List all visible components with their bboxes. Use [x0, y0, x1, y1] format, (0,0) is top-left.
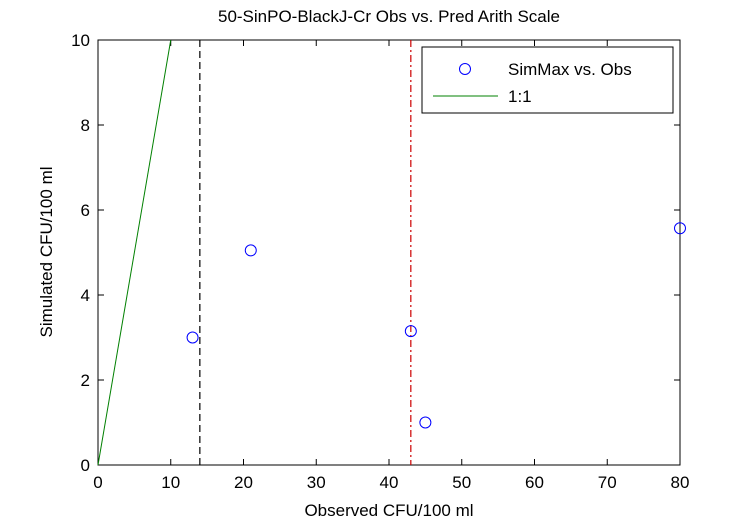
chart-title: 50-SinPO-BlackJ-Cr Obs vs. Pred Arith Sc…	[218, 7, 560, 26]
reference-lines	[199, 40, 412, 465]
x-tick-label: 0	[93, 473, 102, 492]
data-point	[404, 325, 417, 338]
x-axis-label: Observed CFU/100 ml	[304, 501, 473, 520]
legend-label-one-to-one: 1:1	[508, 87, 532, 106]
legend-marker-simmax	[459, 63, 471, 75]
x-tick-label: 30	[307, 473, 326, 492]
x-tick-label: 80	[671, 473, 690, 492]
y-tick-label: 2	[81, 371, 90, 390]
series-layer	[97, 39, 686, 466]
series-line-one-to-one	[97, 39, 172, 466]
y-tick-label: 8	[81, 116, 90, 135]
x-tick-label: 10	[161, 473, 180, 492]
y-tick-label: 4	[81, 286, 90, 305]
data-point	[244, 244, 257, 257]
y-tick-label: 10	[71, 31, 90, 50]
x-tick-label: 20	[234, 473, 253, 492]
x-axis-ticks: 0 10 20 30 40 50 60 70 80	[93, 40, 689, 492]
y-axis-ticks: 0 2 4 6 8 10	[71, 31, 680, 475]
data-point	[674, 222, 686, 235]
legend-label-simmax: SimMax vs. Obs	[508, 60, 632, 79]
x-tick-label: 50	[452, 473, 471, 492]
legend-box	[421, 46, 674, 114]
x-tick-label: 40	[380, 473, 399, 492]
y-tick-label: 6	[81, 201, 90, 220]
y-tick-label: 0	[81, 456, 90, 475]
data-point	[419, 416, 432, 429]
x-tick-label: 70	[598, 473, 617, 492]
y-axis-label: Simulated CFU/100 ml	[37, 166, 56, 337]
x-tick-label: 60	[525, 473, 544, 492]
data-point	[186, 331, 199, 344]
legend: SimMax vs. Obs 1:1	[421, 46, 674, 114]
